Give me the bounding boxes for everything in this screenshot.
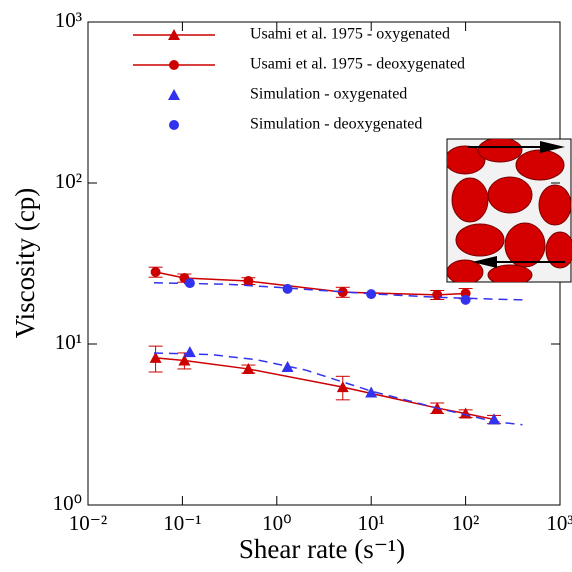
legend-label: Usami et al. 1975 - oxygenated (250, 26, 450, 43)
point (282, 283, 293, 294)
series-line (153, 352, 523, 426)
legend-marker (169, 120, 179, 130)
y-tick-label: 10³ (55, 8, 82, 32)
point (432, 289, 443, 300)
point (365, 386, 378, 398)
point (281, 360, 294, 372)
point (336, 381, 349, 393)
series-line (153, 282, 523, 301)
legend-marker (169, 60, 179, 70)
legend-label: Usami et al. 1975 - deoxygenated (250, 56, 465, 73)
inset-image (446, 138, 572, 283)
legend-marker (168, 29, 180, 40)
y-tick-label: 10² (55, 169, 82, 193)
point (460, 294, 471, 305)
x-tick-label: 10⁻¹ (163, 511, 201, 535)
series-line (155, 357, 495, 421)
point (178, 354, 191, 366)
y-tick-label: 10¹ (55, 330, 82, 354)
legend-label: Simulation - oxygenated (250, 86, 407, 103)
point (183, 346, 196, 358)
legend-label: Simulation - deoxygenated (250, 116, 422, 133)
point (242, 362, 255, 374)
point (150, 267, 161, 278)
x-tick-label: 10³ (546, 511, 572, 535)
x-tick-label: 10⁰ (262, 511, 291, 535)
x-tick-label: 10¹ (358, 511, 385, 535)
point (243, 276, 254, 287)
x-axis-label: Shear rate (s⁻¹) (239, 534, 405, 564)
y-axis-label: Viscosity (cp) (10, 188, 40, 339)
legend-marker (168, 89, 180, 100)
x-tick-label: 10² (452, 511, 479, 535)
point (337, 287, 348, 298)
y-tick-label: 10⁰ (53, 491, 82, 515)
point (149, 351, 162, 363)
x-tick-label: 10⁻² (69, 511, 107, 535)
